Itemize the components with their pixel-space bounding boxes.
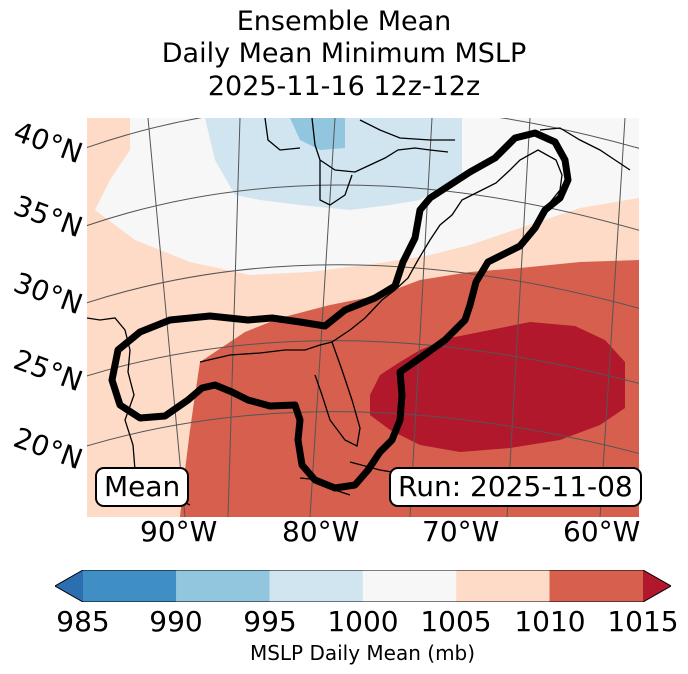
colorbar-segment-985-990 [83,570,177,602]
lat-label-35: 35°N [9,188,87,245]
lat-label-30: 30°N [9,265,87,322]
lon-label-60: 60°W [563,515,641,548]
colorbar-extend-high [643,570,671,602]
lon-label-80: 80°W [282,515,360,548]
colorbar-tick-1005: 1005 [420,605,492,638]
run-date-box: Run: 2025-11-08 [389,467,642,507]
colorbar-tick-1000: 1000 [327,605,399,638]
colorbar-segment-1010-1015 [549,570,643,602]
lat-label-25: 25°N [9,342,87,399]
lat-label-20: 20°N [9,420,87,477]
colorbar-tick-995: 995 [243,605,297,638]
band-above-1015 [370,322,625,452]
coastlines [87,118,631,506]
colorbar-segment-1000-1005 [362,570,457,602]
colorbar-segment-1005-1010 [456,570,550,602]
colorbar-tick-1010: 1010 [514,605,586,638]
lon-label-90: 90°W [140,515,218,548]
threshold-contour [108,129,572,492]
title-line-2: Daily Mean Minimum MSLP [161,38,527,69]
colorbar-tick-1015: 1015 [607,605,679,638]
colorbar-extend-low [55,570,83,602]
colorbar-label: MSLP Daily Mean (mb) [249,641,476,665]
colorbar-tick-985: 985 [56,605,110,638]
longitude-gridlines [147,118,626,517]
title-line-3: 2025-11-16 12z-12z [207,71,481,102]
lat-label-40: 40°N [9,114,87,171]
band-990-995-core [290,118,345,150]
title-line-1: Ensemble Mean [236,6,452,37]
lon-label-70: 70°W [422,515,500,548]
colorbar-tick-990: 990 [149,605,203,638]
pressure-map [87,118,639,517]
colorbar [55,570,671,602]
mean-label-box: Mean [95,467,190,507]
colorbar-segment-990-995 [176,570,270,602]
colorbar-segment-995-1000 [269,570,363,602]
